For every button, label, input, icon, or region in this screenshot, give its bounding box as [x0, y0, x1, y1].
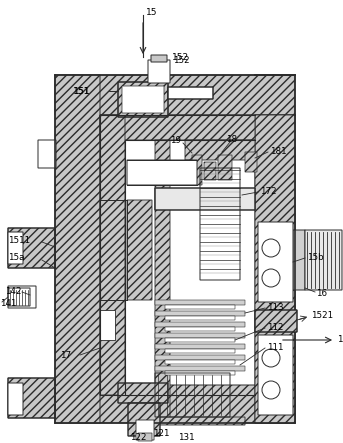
Bar — [258, 222, 293, 302]
Text: 19: 19 — [170, 136, 181, 144]
Bar — [155, 188, 255, 210]
Bar — [100, 115, 125, 395]
Bar — [155, 300, 245, 305]
Bar — [8, 232, 23, 264]
Text: 17: 17 — [60, 351, 71, 361]
Bar — [155, 373, 230, 417]
Bar — [155, 140, 170, 423]
Bar — [204, 162, 216, 180]
Bar — [55, 75, 100, 423]
Text: 15a: 15a — [8, 253, 24, 263]
Bar — [8, 378, 55, 418]
Bar — [8, 378, 55, 418]
Bar — [168, 87, 213, 99]
Text: 181: 181 — [270, 147, 287, 155]
Bar — [128, 403, 160, 436]
Bar — [151, 55, 167, 62]
Circle shape — [262, 239, 280, 257]
Bar — [245, 152, 257, 172]
Bar — [255, 115, 295, 423]
Bar — [148, 60, 170, 83]
Bar — [155, 366, 245, 371]
Bar — [55, 385, 295, 423]
Bar — [118, 383, 168, 403]
Bar — [138, 433, 152, 441]
Circle shape — [262, 349, 280, 367]
Circle shape — [262, 269, 280, 287]
Bar — [136, 420, 154, 440]
Text: 112: 112 — [267, 323, 284, 331]
Text: 122: 122 — [130, 434, 146, 443]
Bar — [118, 383, 168, 403]
Bar — [255, 310, 297, 332]
Bar — [8, 383, 23, 415]
Text: 141: 141 — [0, 299, 16, 308]
Bar — [185, 140, 255, 160]
Bar — [218, 155, 232, 180]
Bar — [155, 344, 245, 349]
Bar — [8, 228, 55, 268]
Bar — [165, 338, 235, 342]
Text: 152: 152 — [172, 53, 189, 62]
Bar — [258, 335, 293, 415]
Bar — [118, 82, 168, 117]
Text: 16: 16 — [316, 288, 327, 298]
Bar — [118, 82, 168, 117]
Bar — [155, 188, 255, 210]
Text: 152: 152 — [173, 55, 190, 65]
Bar — [305, 230, 342, 290]
Bar — [165, 327, 235, 331]
Text: 15b: 15b — [307, 253, 324, 261]
Bar — [8, 286, 36, 308]
Bar — [8, 228, 55, 268]
Bar — [55, 75, 295, 115]
Text: 113: 113 — [267, 303, 284, 311]
Bar — [155, 355, 245, 360]
Bar — [192, 155, 202, 185]
Text: 151: 151 — [73, 86, 90, 96]
Text: 142: 142 — [5, 288, 22, 296]
Bar — [255, 310, 297, 332]
Circle shape — [262, 381, 280, 399]
Bar — [38, 140, 56, 168]
Text: 121: 121 — [153, 428, 169, 438]
Bar — [165, 316, 235, 320]
Bar — [155, 333, 245, 338]
Text: 111: 111 — [267, 342, 284, 351]
Bar — [165, 305, 235, 309]
Bar — [122, 86, 164, 113]
Bar — [293, 230, 305, 290]
Text: 172: 172 — [260, 187, 276, 195]
Polygon shape — [100, 310, 115, 340]
Bar — [165, 371, 235, 375]
Text: 18: 18 — [226, 135, 237, 144]
Text: 1511: 1511 — [8, 236, 30, 245]
Bar — [200, 168, 240, 280]
Text: 151: 151 — [73, 86, 90, 96]
Text: 11: 11 — [337, 334, 343, 343]
Bar — [100, 115, 255, 140]
Bar — [155, 322, 245, 327]
Bar — [165, 360, 235, 364]
Bar — [255, 115, 295, 423]
Bar — [168, 87, 213, 99]
Bar — [155, 311, 245, 316]
Bar — [8, 288, 30, 306]
Text: 1521: 1521 — [311, 311, 333, 319]
Bar — [165, 349, 235, 353]
Text: 15: 15 — [146, 8, 157, 16]
Bar — [128, 403, 160, 436]
Text: 131: 131 — [178, 434, 194, 443]
Bar — [155, 417, 245, 425]
Bar — [127, 160, 197, 185]
Bar — [127, 200, 152, 300]
